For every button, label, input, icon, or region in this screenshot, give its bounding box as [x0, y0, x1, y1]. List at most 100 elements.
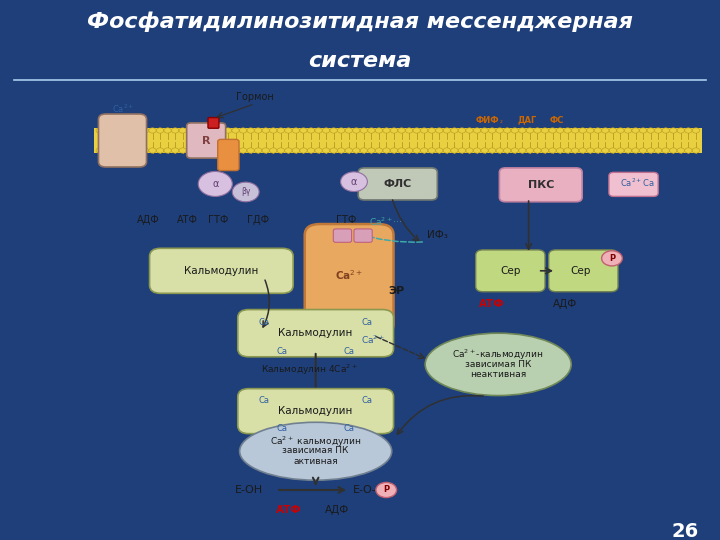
Circle shape [557, 148, 564, 153]
Circle shape [284, 148, 292, 153]
Circle shape [345, 128, 352, 133]
Circle shape [602, 128, 609, 133]
Text: Ca: Ca [258, 395, 269, 404]
Text: Ca$^{2+}$···: Ca$^{2+}$··· [369, 215, 402, 228]
Circle shape [503, 128, 511, 133]
Circle shape [368, 148, 375, 153]
Circle shape [670, 148, 677, 153]
Circle shape [202, 148, 209, 153]
Circle shape [104, 128, 111, 133]
Circle shape [451, 148, 458, 153]
Text: Е-О-: Е-О- [353, 485, 377, 495]
Circle shape [111, 148, 118, 153]
Circle shape [360, 148, 367, 153]
Circle shape [232, 148, 239, 153]
Circle shape [647, 148, 654, 153]
Circle shape [503, 148, 511, 153]
Circle shape [428, 148, 436, 153]
Circle shape [647, 128, 654, 133]
Circle shape [670, 128, 677, 133]
Circle shape [330, 148, 337, 153]
Circle shape [444, 148, 451, 153]
Circle shape [572, 128, 579, 133]
Circle shape [126, 148, 133, 153]
Text: Ca$^{2+}$-кальмодулин: Ca$^{2+}$-кальмодулин [452, 347, 544, 362]
Circle shape [96, 148, 104, 153]
Circle shape [338, 128, 345, 133]
Circle shape [292, 128, 300, 133]
Text: Ca: Ca [276, 423, 288, 433]
Circle shape [232, 128, 239, 133]
Circle shape [156, 128, 163, 133]
Circle shape [390, 128, 397, 133]
Circle shape [210, 128, 217, 133]
Circle shape [398, 128, 405, 133]
Circle shape [518, 128, 526, 133]
Circle shape [473, 148, 481, 153]
Text: Е-ОН: Е-ОН [235, 485, 263, 495]
Circle shape [624, 148, 631, 153]
Text: ИФ₃: ИФ₃ [427, 230, 448, 240]
Circle shape [466, 148, 473, 153]
Text: Кальмодулин: Кальмодулин [279, 406, 353, 416]
FancyBboxPatch shape [549, 250, 618, 292]
Circle shape [692, 128, 700, 133]
Circle shape [360, 128, 367, 133]
Text: P: P [609, 254, 615, 263]
FancyBboxPatch shape [150, 248, 293, 293]
Text: Ca$^{2+}$: Ca$^{2+}$ [335, 268, 363, 282]
Text: ЭР: ЭР [389, 286, 405, 296]
Text: ГТФ: ГТФ [336, 214, 356, 225]
Circle shape [428, 128, 436, 133]
Circle shape [594, 148, 601, 153]
Circle shape [602, 148, 609, 153]
Text: зависимая ПК: зависимая ПК [465, 360, 531, 369]
FancyBboxPatch shape [354, 229, 372, 242]
Circle shape [481, 148, 488, 153]
Circle shape [247, 128, 254, 133]
Circle shape [217, 148, 224, 153]
Circle shape [654, 128, 662, 133]
Text: 26: 26 [671, 522, 698, 540]
Circle shape [632, 148, 639, 153]
Circle shape [338, 148, 345, 153]
Circle shape [518, 148, 526, 153]
Circle shape [383, 148, 390, 153]
Circle shape [488, 148, 496, 153]
Text: Ca$^{2+}$: Ca$^{2+}$ [112, 103, 134, 115]
Circle shape [194, 128, 202, 133]
Circle shape [617, 148, 624, 153]
Circle shape [420, 128, 428, 133]
Circle shape [186, 148, 194, 153]
Circle shape [134, 148, 141, 153]
Text: Ca$^{2+}$Ca: Ca$^{2+}$Ca [620, 177, 654, 189]
Text: ФС: ФС [550, 116, 564, 125]
Circle shape [186, 128, 194, 133]
Text: α: α [212, 179, 218, 189]
Circle shape [225, 148, 232, 153]
Circle shape [420, 148, 428, 153]
Circle shape [496, 128, 503, 133]
Circle shape [284, 128, 292, 133]
Circle shape [375, 148, 382, 153]
Circle shape [549, 148, 556, 153]
Circle shape [269, 128, 277, 133]
Text: ДАГ: ДАГ [517, 116, 536, 125]
FancyBboxPatch shape [333, 229, 351, 242]
Circle shape [594, 128, 601, 133]
Circle shape [255, 148, 262, 153]
Text: Ca: Ca [258, 318, 269, 327]
Circle shape [225, 128, 232, 133]
Bar [94, 128, 702, 153]
Text: ПКС: ПКС [528, 180, 554, 190]
Text: АТФ: АТФ [480, 299, 505, 309]
Text: P: P [383, 485, 390, 495]
Text: неактивная: неактивная [470, 370, 526, 379]
Circle shape [383, 128, 390, 133]
FancyBboxPatch shape [208, 118, 219, 128]
Text: α: α [351, 177, 357, 187]
Circle shape [300, 148, 307, 153]
Circle shape [119, 148, 126, 153]
Circle shape [587, 148, 594, 153]
Circle shape [602, 251, 622, 266]
